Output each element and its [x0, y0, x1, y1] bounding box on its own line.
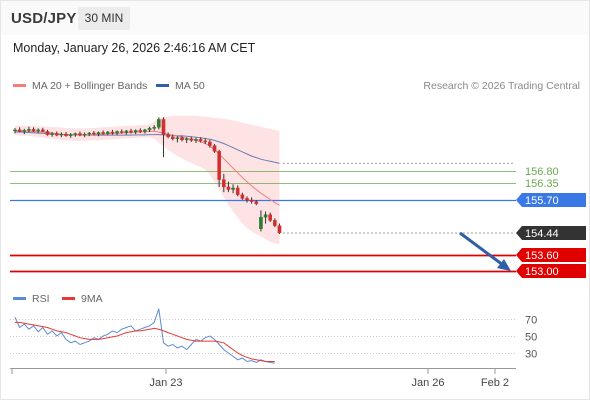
- candle-body: [101, 132, 105, 134]
- candle-body: [87, 132, 92, 135]
- candle-body: [68, 134, 73, 136]
- candle-body: [161, 119, 166, 135]
- rsi-ma-line: [15, 321, 275, 362]
- x-tick-label: Feb 2: [481, 377, 509, 389]
- rsi-legend-ma: 9MA: [62, 293, 103, 305]
- rsi-tick-50: 50: [525, 332, 537, 344]
- candle-body: [110, 131, 115, 134]
- candle-body: [175, 137, 180, 140]
- candle-body: [82, 133, 87, 136]
- last-price-label: 154.44: [525, 228, 559, 240]
- candle-body: [277, 225, 282, 234]
- datetime-label: Monday, January 26, 2026 2:46:16 AM CET: [13, 41, 256, 55]
- candle-body: [64, 133, 68, 136]
- candle-body: [203, 140, 208, 143]
- candle-body: [198, 139, 203, 142]
- candle-body: [152, 127, 157, 129]
- candle-body: [180, 137, 184, 141]
- candle-body: [273, 220, 277, 226]
- candle-body: [268, 214, 273, 221]
- rsi-legend-rsi: RSI: [13, 293, 50, 305]
- candle-body: [41, 129, 45, 132]
- forecast-arrow-head: [497, 259, 511, 271]
- copyright-label: Research © 2026 Trading Central: [423, 80, 580, 92]
- rsi-ma-swatch: [62, 296, 75, 300]
- ma50-legend-label: MA 50: [175, 80, 205, 92]
- x-tick-label: Jan 26: [411, 377, 444, 389]
- rsi-tick-30: 30: [525, 349, 537, 361]
- candle-body: [259, 217, 263, 229]
- level-label-156-80: 156.80: [525, 166, 559, 178]
- candle-body: [166, 134, 170, 137]
- candle-body: [208, 141, 212, 146]
- candle-body: [124, 130, 129, 133]
- level-label-153-60: 153.60: [525, 250, 559, 262]
- candle-body: [226, 186, 231, 190]
- symbol-title: USD/JPY: [11, 10, 77, 27]
- rsi-swatch: [13, 296, 26, 300]
- candle-body: [78, 133, 82, 136]
- candle-body: [194, 139, 198, 141]
- candle-body: [235, 187, 240, 195]
- candle-body: [133, 130, 138, 133]
- candle-body: [73, 133, 78, 135]
- level-label-155-70-bg: [516, 193, 586, 207]
- candle-body: [189, 138, 194, 141]
- candle-body: [96, 132, 101, 135]
- last-price-label-bg: [516, 226, 586, 240]
- level-label-155-70: 155.70: [525, 195, 559, 207]
- candle-body: [45, 131, 50, 135]
- ma20-legend-label: MA 20 + Bollinger Bands: [32, 80, 148, 92]
- candle-body: [54, 133, 59, 136]
- candle-body: [184, 138, 189, 141]
- candle-body: [212, 145, 217, 152]
- candle-body: [170, 136, 175, 140]
- candle-body: [217, 151, 221, 180]
- candle-body: [143, 129, 147, 132]
- ma50-swatch: [156, 83, 169, 87]
- candle-body: [31, 129, 36, 132]
- candle-body: [59, 133, 64, 136]
- rsi-line: [14, 308, 275, 364]
- candle-body: [17, 129, 22, 132]
- candle-body: [231, 187, 235, 190]
- candle-body: [92, 132, 96, 135]
- rsi-ma-legend-label: 9MA: [81, 293, 103, 305]
- price-legend-ma20: MA 20 + Bollinger Bands: [13, 80, 147, 92]
- candle-body: [221, 179, 226, 188]
- candle-body: [105, 131, 110, 134]
- candle-body: [13, 129, 17, 132]
- forecast-arrow-shaft: [459, 231, 504, 267]
- x-tick-label: Jan 23: [149, 377, 182, 389]
- candle-body: [36, 129, 40, 132]
- level-label-153-00: 153.00: [525, 266, 559, 278]
- level-label-153-60-bg: [516, 248, 586, 262]
- price-legend-ma50: MA 50: [156, 80, 205, 92]
- candle-body: [249, 199, 254, 202]
- candle-body: [263, 214, 268, 218]
- level-label-156-35: 156.35: [525, 178, 559, 190]
- candle-body: [245, 198, 249, 201]
- candle-body: [254, 201, 259, 204]
- candle-body: [22, 130, 27, 132]
- candle-body: [147, 128, 152, 131]
- candle-body: [119, 131, 124, 133]
- ma20-swatch: [13, 83, 26, 87]
- candle-body: [129, 130, 133, 133]
- candle-body: [157, 119, 161, 128]
- rsi-tick-70: 70: [525, 315, 537, 327]
- candle-body: [138, 130, 143, 132]
- candle-body: [240, 194, 245, 199]
- candle-body: [27, 129, 31, 131]
- rsi-legend-label: RSI: [32, 293, 50, 305]
- ma20-line: [14, 129, 280, 206]
- candle-body: [115, 131, 119, 134]
- level-label-153-00-bg: [516, 264, 586, 278]
- candle-body: [50, 133, 54, 135]
- timeframe-button[interactable]: 30 MIN: [78, 7, 130, 30]
